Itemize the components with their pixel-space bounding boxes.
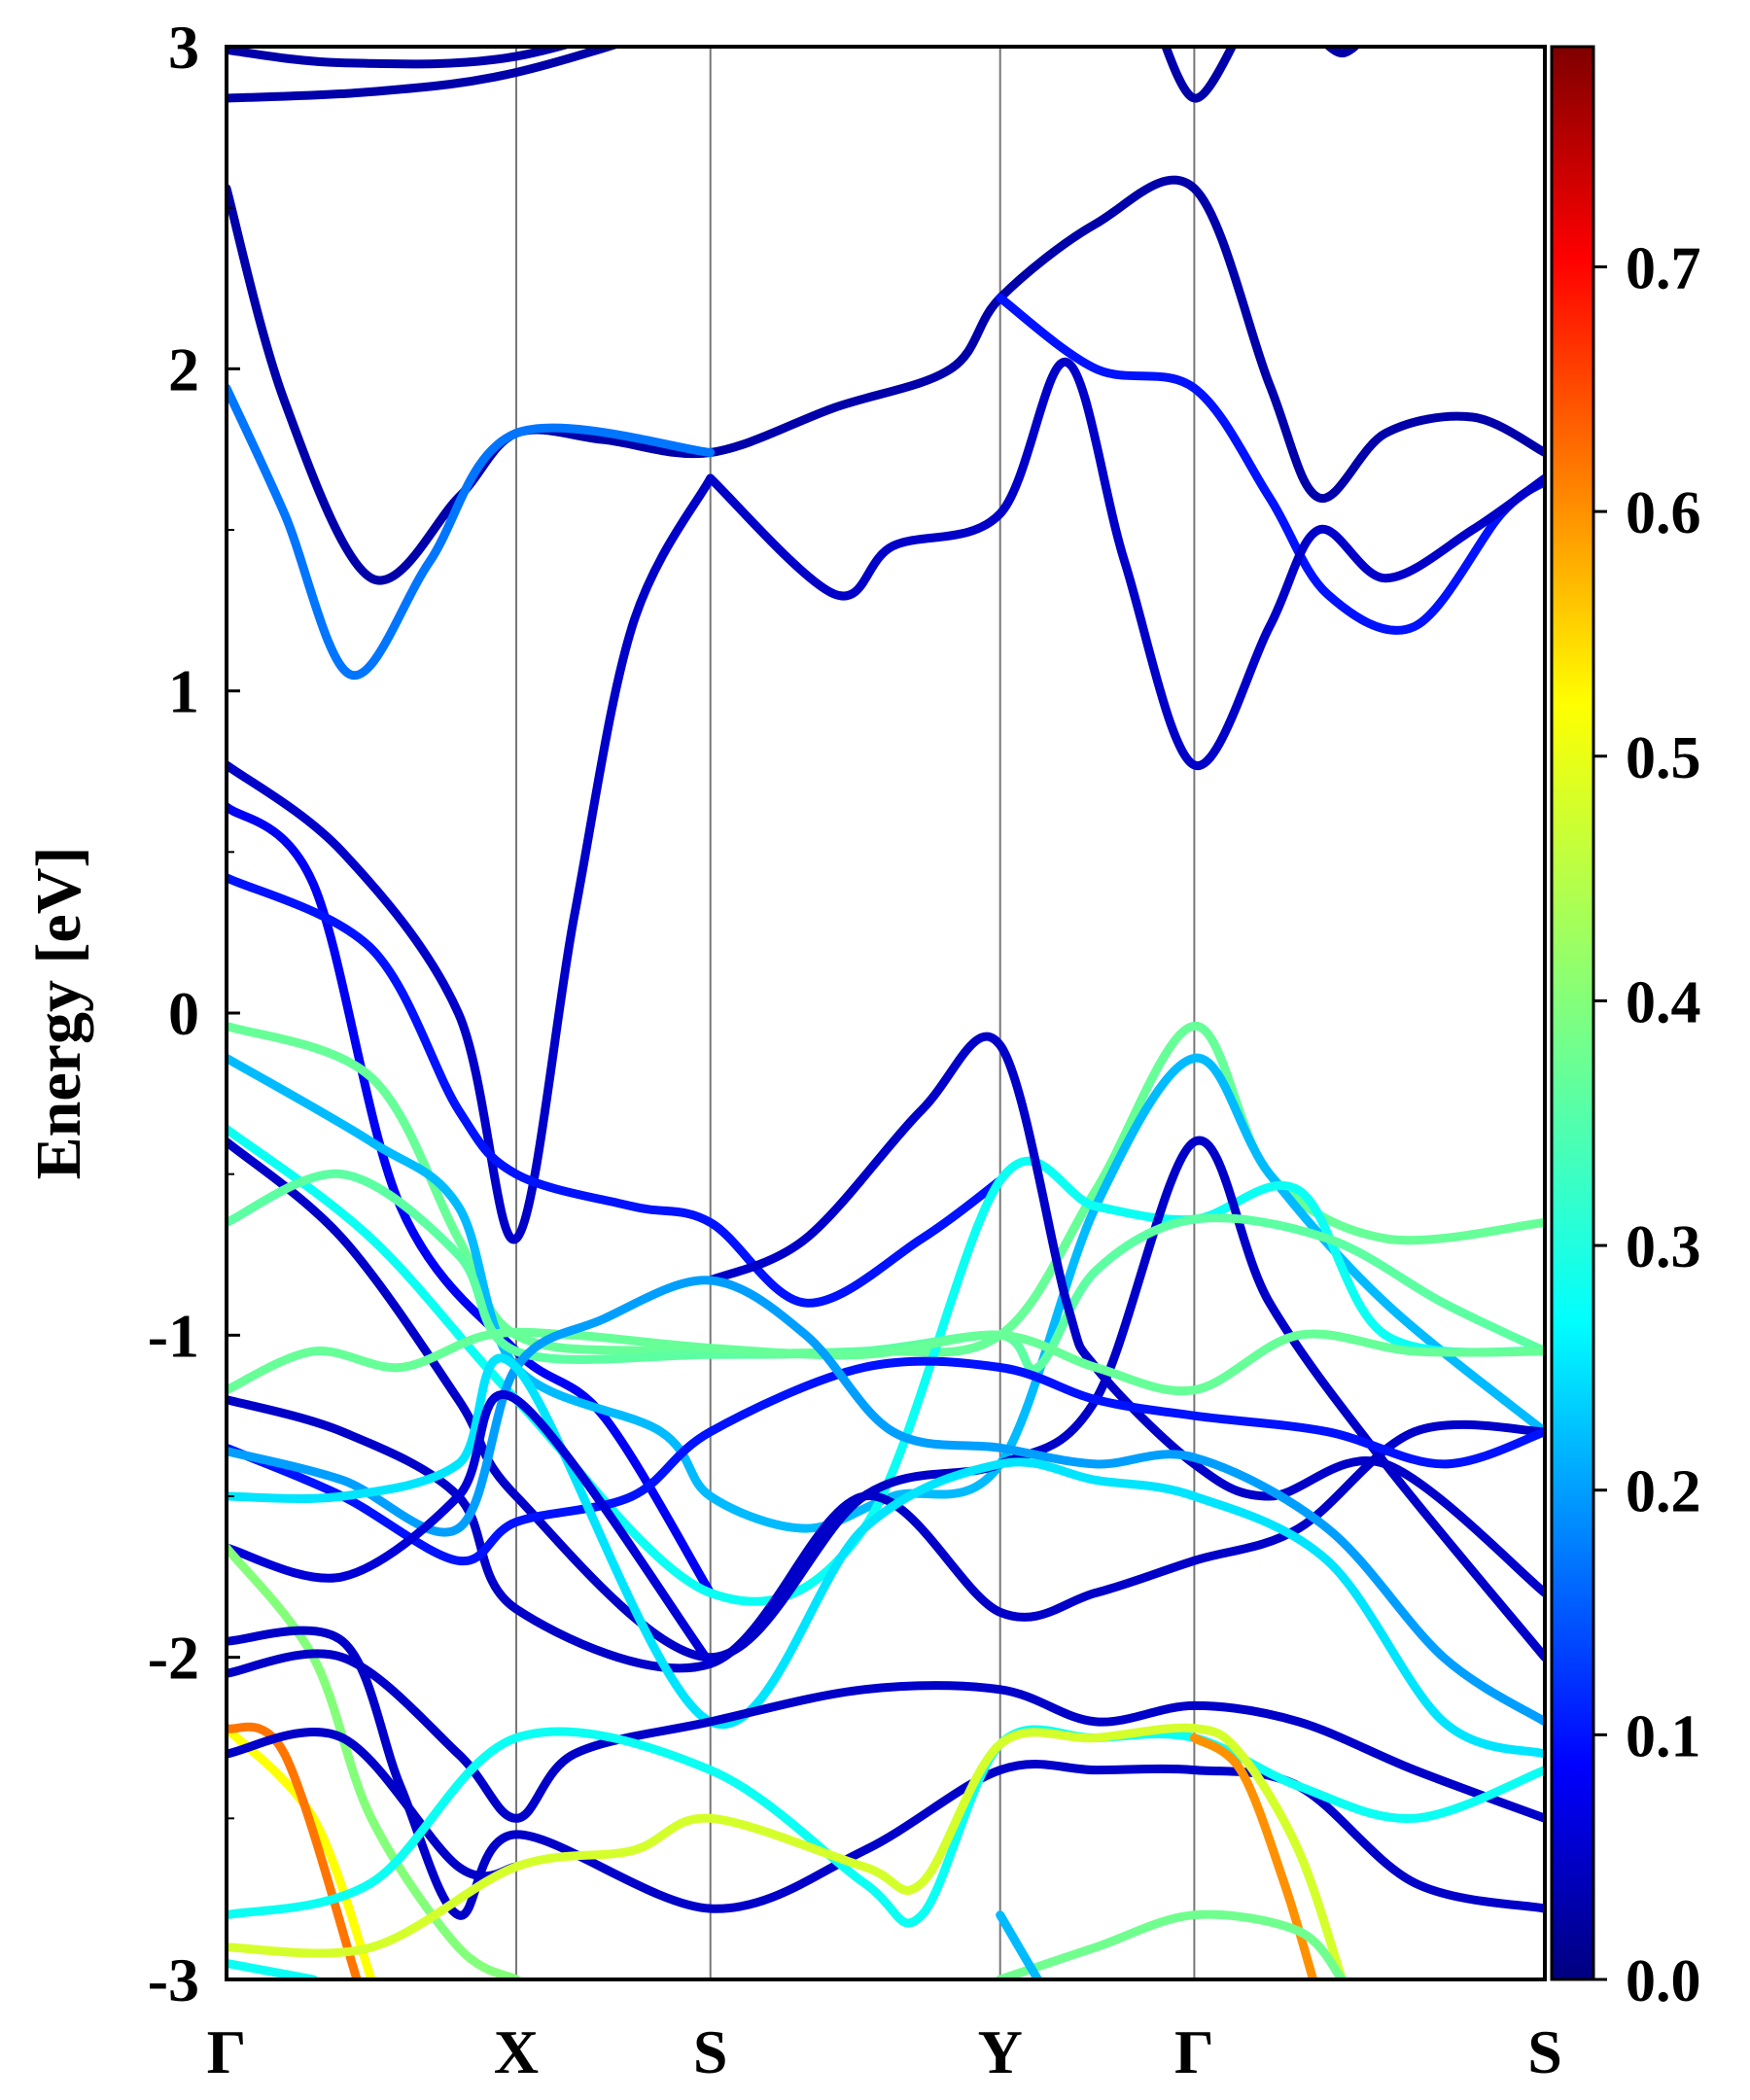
band-line <box>227 1722 362 1979</box>
band-line <box>227 1356 1545 1566</box>
band-line <box>227 1725 1545 1928</box>
colorbar <box>1550 45 1595 1981</box>
colorbar-tick-label: 0.6 <box>1626 480 1701 546</box>
band-line <box>227 47 623 103</box>
colorbar-tick-label: 0.5 <box>1626 725 1701 791</box>
k-point-label: S <box>693 2017 728 2086</box>
band-line <box>227 47 576 69</box>
band-line <box>996 1910 1042 1979</box>
colorbar-tick-label: 0.2 <box>1626 1459 1701 1525</box>
y-tick-label: 1 <box>168 657 199 726</box>
band-line <box>996 1909 1347 1979</box>
band-line <box>227 1353 1545 1759</box>
band-line <box>227 1327 1545 1396</box>
k-point-label: Y <box>978 2017 1023 2086</box>
band-line <box>227 473 716 1244</box>
band-line <box>227 383 716 680</box>
colorbar-ticks: 0.0 0.1 0.2 0.3 0.4 0.5 0.6 0.7 <box>1593 235 1701 2014</box>
band-lines <box>227 47 1545 1979</box>
y-tick-label: 0 <box>168 979 199 1048</box>
y-tick-label: 3 <box>168 13 199 82</box>
band-line <box>227 1543 521 1979</box>
colorbar-tick-label: 0.3 <box>1626 1214 1701 1280</box>
band-line <box>996 293 1545 635</box>
band-line <box>227 1053 1545 1533</box>
band-line <box>1161 47 1238 103</box>
y-tick-label: 2 <box>168 334 199 403</box>
band-line <box>227 802 716 1597</box>
k-point-label: X <box>494 2017 539 2086</box>
band-line <box>227 1723 1347 1979</box>
band-line <box>227 873 1005 1308</box>
k-point-label: Γ <box>1174 2017 1214 2086</box>
colorbar-tick-label: 0.4 <box>1626 969 1701 1035</box>
y-tick-label: -2 <box>148 1624 199 1693</box>
band-line <box>227 1390 716 1668</box>
band-line <box>706 1032 1545 1597</box>
band-line <box>227 1728 521 1881</box>
band-line <box>227 175 1545 585</box>
band-line <box>227 1958 318 1979</box>
colorbar-tick-label: 0.0 <box>1626 1948 1701 2014</box>
y-tick-label: -1 <box>148 1301 199 1370</box>
k-point-label: S <box>1527 2017 1562 2086</box>
colorbar-tick-label: 0.7 <box>1626 235 1701 301</box>
y-axis-label: Energy [eV] <box>23 847 94 1180</box>
band-line <box>227 1276 1545 1727</box>
band-line <box>227 1124 1545 1606</box>
band-line <box>1189 1733 1318 1979</box>
band-line <box>1322 47 1361 58</box>
y-axis-ticks: 3 2 1 0 -1 -2 -3 <box>148 13 240 2014</box>
colorbar-tick-label: 0.1 <box>1626 1703 1701 1769</box>
band-line <box>706 358 1545 770</box>
k-point-label: Γ <box>207 2017 247 2086</box>
band-line <box>227 1021 1545 1358</box>
band-line <box>227 1649 1545 1823</box>
y-tick-label: -3 <box>148 1945 199 2014</box>
